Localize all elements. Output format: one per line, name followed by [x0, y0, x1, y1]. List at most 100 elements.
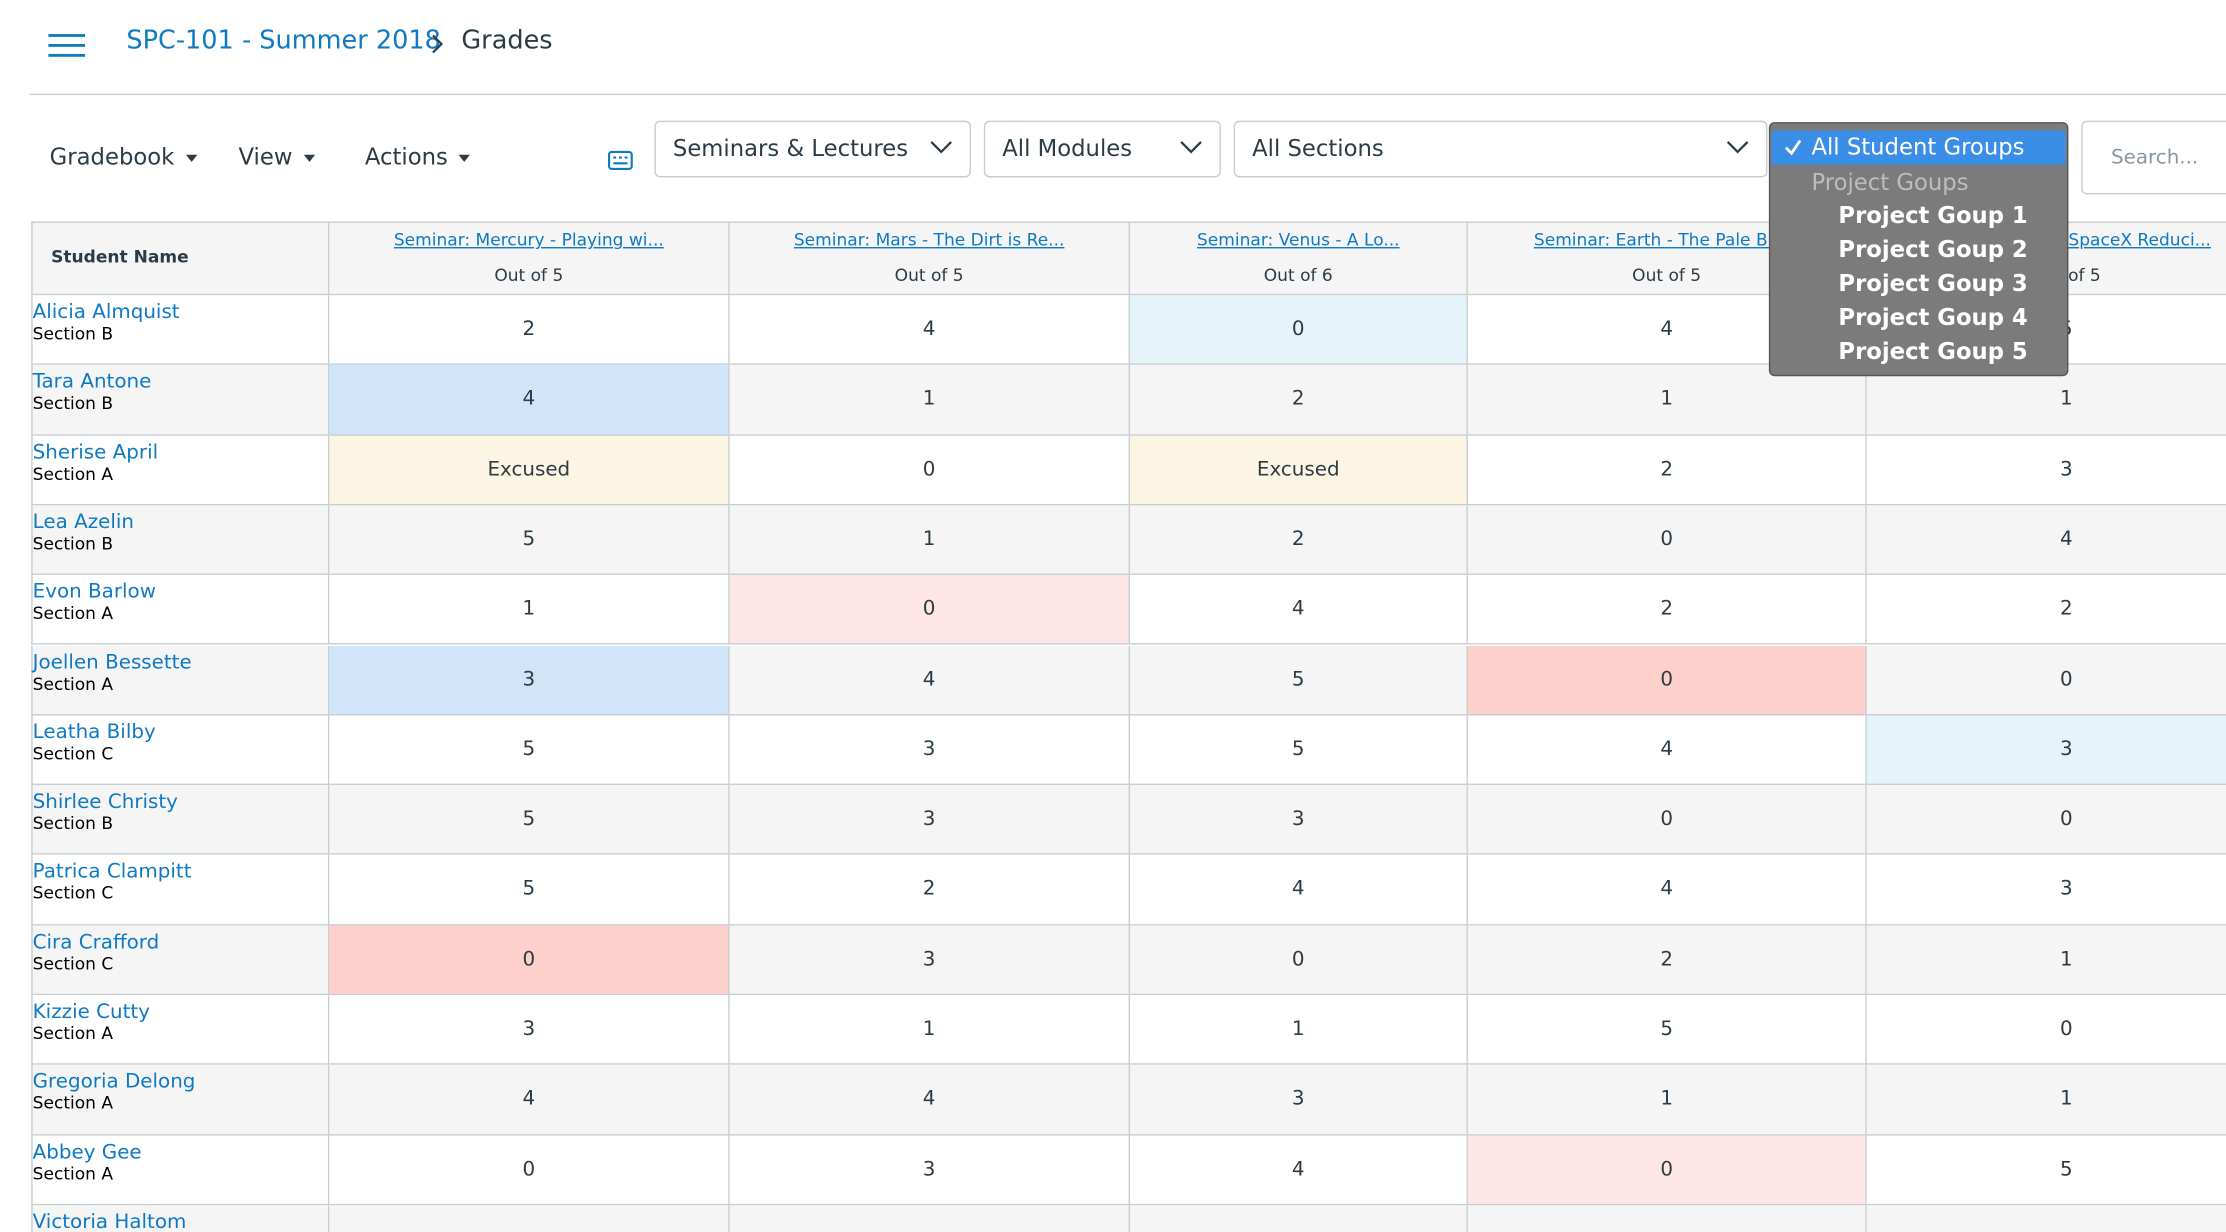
grade-cell[interactable]: 5	[329, 715, 730, 786]
assignment-link[interactable]: Seminar: Earth - The Pale Blu...	[1533, 229, 1800, 250]
breadcrumb-course[interactable]: SPC-101 - Summer 2018	[126, 25, 441, 56]
filter-select[interactable]: All Modules	[983, 120, 1221, 178]
assignment-link[interactable]: SpaceX Reduci...	[2068, 229, 2211, 250]
grade-cell[interactable]: 3	[1866, 435, 2226, 506]
grade-cell[interactable]: 0	[1866, 645, 2226, 716]
dropdown-option[interactable]: Project Goup 4	[1838, 303, 2028, 331]
grade-cell[interactable]: 5	[1866, 1135, 2226, 1206]
grade-cell[interactable]: 0	[1467, 785, 1867, 856]
grade-cell[interactable]: 4	[729, 645, 1131, 716]
grade-cell[interactable]	[1130, 1205, 1468, 1232]
grade-cell[interactable]: 1	[729, 505, 1131, 576]
grade-cell[interactable]: 5	[329, 785, 730, 856]
grade-cell[interactable]: 0	[1467, 645, 1867, 716]
grade-cell[interactable]: 4	[1866, 505, 2226, 576]
student-name[interactable]: Patrica Clampitt	[32, 860, 192, 884]
grade-cell[interactable]: 3	[329, 995, 730, 1066]
grade-cell[interactable]: 2	[1467, 925, 1867, 996]
toolbar-menu[interactable]: Actions	[365, 143, 471, 170]
grade-cell[interactable]: 1	[1866, 925, 2226, 996]
grade-cell[interactable]	[1866, 1205, 2226, 1232]
grade-cell[interactable]: 2	[1467, 575, 1867, 646]
grade-cell[interactable]: 0	[329, 925, 730, 996]
grade-cell[interactable]	[1467, 1205, 1867, 1232]
grade-cell[interactable]: 2	[1467, 435, 1867, 506]
grade-cell[interactable]: 0	[1130, 295, 1468, 366]
assignment-link[interactable]: Seminar: Mars - The Dirt is Re...	[793, 229, 1065, 250]
toolbar-menu[interactable]: View	[238, 143, 316, 170]
search-box[interactable]: Search...	[2081, 120, 2226, 195]
grade-cell[interactable]: 3	[329, 645, 730, 716]
grade-cell[interactable]: 4	[329, 1065, 730, 1136]
grade-cell[interactable]: 0	[1130, 925, 1468, 996]
grade-cell[interactable]: 5	[329, 505, 730, 576]
grade-cell[interactable]: 5	[1130, 715, 1468, 786]
student-name[interactable]: Lea Azelin	[32, 510, 135, 534]
grade-cell[interactable]: 0	[1467, 1135, 1867, 1206]
grade-cell[interactable]: 4	[1130, 855, 1468, 926]
grade-cell[interactable]: 3	[1866, 855, 2226, 926]
dropdown-option[interactable]: Project Goup 2	[1838, 235, 2028, 263]
grade-cell[interactable]: 0	[1866, 785, 2226, 856]
grade-cell[interactable]: 3	[1130, 1065, 1468, 1136]
menu-button[interactable]	[48, 31, 86, 59]
grade-cell[interactable]: 1	[729, 365, 1131, 436]
assignment-link[interactable]: Seminar: Mercury - Playing wi...	[393, 229, 664, 250]
grade-cell[interactable]: 0	[1467, 505, 1867, 576]
student-name[interactable]: Shirlee Christy	[32, 790, 178, 814]
grade-cell[interactable]: 3	[729, 715, 1131, 786]
grade-cell[interactable]: 0	[729, 575, 1131, 646]
grade-cell[interactable]: 5	[329, 855, 730, 926]
student-name[interactable]: Tara Antone	[32, 370, 152, 394]
student-name[interactable]: Leatha Bilby	[32, 720, 156, 744]
grade-cell[interactable]: 2	[329, 295, 730, 366]
grade-cell[interactable]: 0	[729, 435, 1131, 506]
student-name[interactable]: Victoria Haltom	[32, 1210, 187, 1232]
grade-cell[interactable]: 4	[329, 365, 730, 436]
grade-cell[interactable]	[329, 1205, 730, 1232]
grade-cell[interactable]: 4	[729, 1065, 1131, 1136]
grade-cell[interactable]: 5	[1130, 645, 1468, 716]
dropdown-option[interactable]: All Student Groups	[1811, 133, 2025, 161]
dropdown-option[interactable]: Project Goup 5	[1838, 337, 2028, 365]
student-name[interactable]: Gregoria Delong	[32, 1070, 196, 1094]
grade-cell[interactable]: 1	[1866, 1065, 2226, 1136]
grade-cell[interactable]: 1	[1866, 365, 2226, 436]
toolbar-menu[interactable]: Gradebook	[50, 143, 198, 170]
grade-cell[interactable]: 5	[1467, 995, 1867, 1066]
filter-select[interactable]: All Sections	[1233, 120, 1768, 178]
student-group-dropdown[interactable]: All Student Groups Project Goups Project…	[1768, 122, 2069, 377]
grade-cell[interactable]: 3	[1130, 785, 1468, 856]
grade-cell[interactable]	[729, 1205, 1131, 1232]
grade-cell[interactable]: 2	[1130, 505, 1468, 576]
grade-cell[interactable]: 2	[729, 855, 1131, 926]
dropdown-option[interactable]: Project Goup 3	[1838, 269, 2028, 297]
grade-cell[interactable]: 1	[1130, 995, 1468, 1066]
grade-cell[interactable]: 4	[1130, 575, 1468, 646]
student-name[interactable]: Joellen Bessette	[32, 650, 192, 674]
student-name[interactable]: Sherise April	[32, 440, 159, 464]
assignment-link[interactable]: Seminar: Venus - A Lo...	[1196, 229, 1400, 250]
grade-cell[interactable]: 1	[329, 575, 730, 646]
grade-cell[interactable]: 1	[1467, 365, 1867, 436]
grade-cell[interactable]: 2	[1866, 575, 2226, 646]
student-name[interactable]: Alicia Almquist	[32, 300, 180, 324]
grade-cell[interactable]: 4	[729, 295, 1131, 366]
student-name[interactable]: Kizzie Cutty	[32, 1000, 150, 1024]
student-name[interactable]: Cira Crafford	[32, 930, 160, 954]
grade-cell[interactable]: 4	[1130, 1135, 1468, 1206]
keyboard-icon[interactable]	[607, 150, 634, 171]
student-name[interactable]: Evon Barlow	[32, 580, 156, 604]
grade-cell[interactable]: 1	[1467, 1065, 1867, 1136]
grade-cell[interactable]: 3	[1866, 715, 2226, 786]
grade-cell[interactable]: 1	[729, 995, 1131, 1066]
grade-cell[interactable]: 0	[1866, 995, 2226, 1066]
grade-cell[interactable]: 3	[729, 1135, 1131, 1206]
student-name[interactable]: Abbey Gee	[32, 1140, 142, 1164]
dropdown-option[interactable]: Project Goup 1	[1838, 201, 2028, 229]
grade-cell[interactable]: 0	[329, 1135, 730, 1206]
grade-cell[interactable]: 4	[1467, 855, 1867, 926]
grade-cell[interactable]: Excused	[1130, 435, 1468, 506]
grade-cell[interactable]: 3	[729, 785, 1131, 856]
grade-cell[interactable]: 2	[1130, 365, 1468, 436]
